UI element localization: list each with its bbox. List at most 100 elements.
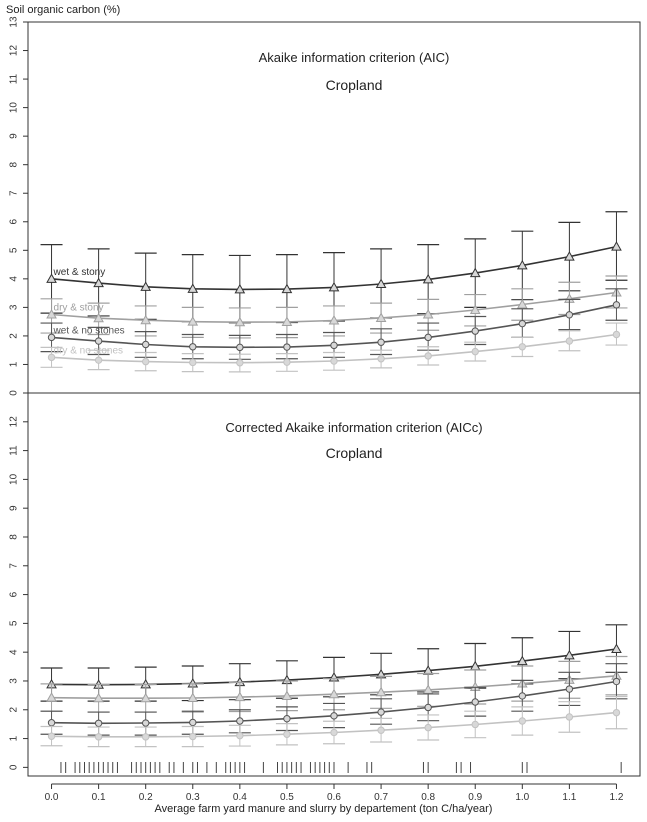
y-tick-label: 3: [9, 304, 20, 310]
data-point: [611, 241, 622, 251]
data-point: [564, 251, 575, 261]
series-annotation: dry & stony: [54, 303, 104, 314]
data-point: [234, 283, 246, 294]
data-point: [612, 301, 621, 309]
data-point: [375, 278, 387, 288]
data-point: [565, 713, 574, 721]
x-tick-label: 0.1: [92, 792, 106, 803]
data-point: [518, 319, 527, 328]
data-point: [140, 692, 152, 703]
data-point: [94, 733, 103, 741]
y-tick-label: 11: [9, 73, 20, 84]
data-point: [234, 316, 246, 327]
data-point: [516, 299, 528, 309]
series-dry-no-stones: [40, 695, 628, 748]
data-point: [469, 267, 481, 278]
y-tick-label: 9: [9, 505, 20, 511]
y-tick-label: 7: [9, 563, 20, 569]
data-point: [328, 281, 340, 292]
data-point: [46, 692, 57, 702]
data-point: [189, 732, 197, 741]
data-point: [516, 259, 528, 270]
x-tick-label: 0.9: [468, 792, 482, 803]
series-annotation: dry & no stones: [54, 345, 123, 356]
x-tick-label: 0.3: [186, 792, 200, 803]
x-tick-label: 1.0: [515, 792, 529, 803]
data-point: [189, 343, 197, 351]
data-point: [471, 327, 479, 335]
y-tick-label: 8: [9, 161, 20, 167]
data-point: [46, 273, 57, 283]
data-point: [518, 343, 527, 351]
data-point: [140, 281, 152, 291]
y-tick-label: 13: [9, 16, 20, 28]
data-point: [612, 677, 621, 686]
x-tick-label: 0.7: [374, 792, 388, 803]
y-tick-label: 0: [9, 764, 20, 770]
data-point: [377, 355, 385, 363]
panel-subtitle: Cropland: [326, 445, 383, 461]
data-point: [141, 733, 150, 741]
y-tick-label: 4: [9, 276, 20, 282]
data-point: [47, 333, 56, 342]
data-point: [471, 698, 479, 706]
data-point: [564, 649, 575, 660]
data-point: [141, 357, 150, 366]
data-point: [422, 273, 434, 284]
data-point: [328, 688, 340, 699]
data-point: [612, 330, 621, 339]
series-annotation: wet & no stones: [53, 325, 125, 336]
data-point: [189, 358, 197, 367]
data-point: [375, 312, 387, 322]
data-point: [424, 723, 432, 732]
data-point: [47, 719, 56, 727]
data-point: [330, 341, 338, 350]
panel-title: Corrected Akaike information criterion (…: [225, 420, 482, 435]
y-axis-label: Soil organic carbon (%): [6, 4, 121, 16]
data-point: [471, 720, 479, 729]
x-axis-label: Average farm yard manure and slurry by d…: [154, 803, 493, 815]
data-point: [330, 357, 338, 365]
data-point: [281, 316, 293, 326]
data-point: [516, 655, 528, 666]
y-tick-label: 12: [9, 45, 20, 57]
data-point: [377, 338, 385, 346]
series-annotation: wet & stony: [53, 267, 106, 278]
data-point: [46, 308, 57, 319]
data-point: [47, 732, 56, 740]
x-tick-label: 0.6: [327, 792, 341, 803]
x-tick-label: 0.2: [139, 792, 153, 803]
data-point: [236, 359, 244, 367]
data-point: [424, 333, 432, 342]
data-point: [424, 352, 432, 360]
y-tick-label: 4: [9, 649, 20, 655]
y-tick-label: 7: [9, 190, 20, 196]
data-point: [236, 731, 244, 740]
y-tick-label: 9: [9, 133, 20, 139]
y-tick-label: 6: [9, 219, 20, 225]
y-tick-label: 3: [9, 678, 20, 684]
data-point: [281, 690, 293, 700]
y-tick-label: 2: [9, 707, 20, 713]
y-tick-label: 10: [9, 102, 20, 114]
rug: [60, 762, 622, 773]
x-tick-label: 0.8: [421, 792, 435, 803]
data-point: [565, 337, 574, 345]
data-point: [328, 314, 340, 325]
data-point: [234, 691, 246, 702]
data-point: [377, 726, 385, 734]
data-point: [94, 719, 103, 728]
data-point: [422, 308, 434, 319]
y-tick-label: 1: [9, 361, 20, 367]
y-tick-label: 5: [9, 620, 20, 626]
data-point: [93, 312, 104, 323]
x-tick-label: 0.4: [233, 792, 247, 803]
data-point: [187, 692, 199, 702]
data-point: [377, 708, 385, 716]
y-tick-label: 2: [9, 333, 20, 339]
data-point: [236, 343, 244, 352]
data-point: [93, 692, 104, 703]
